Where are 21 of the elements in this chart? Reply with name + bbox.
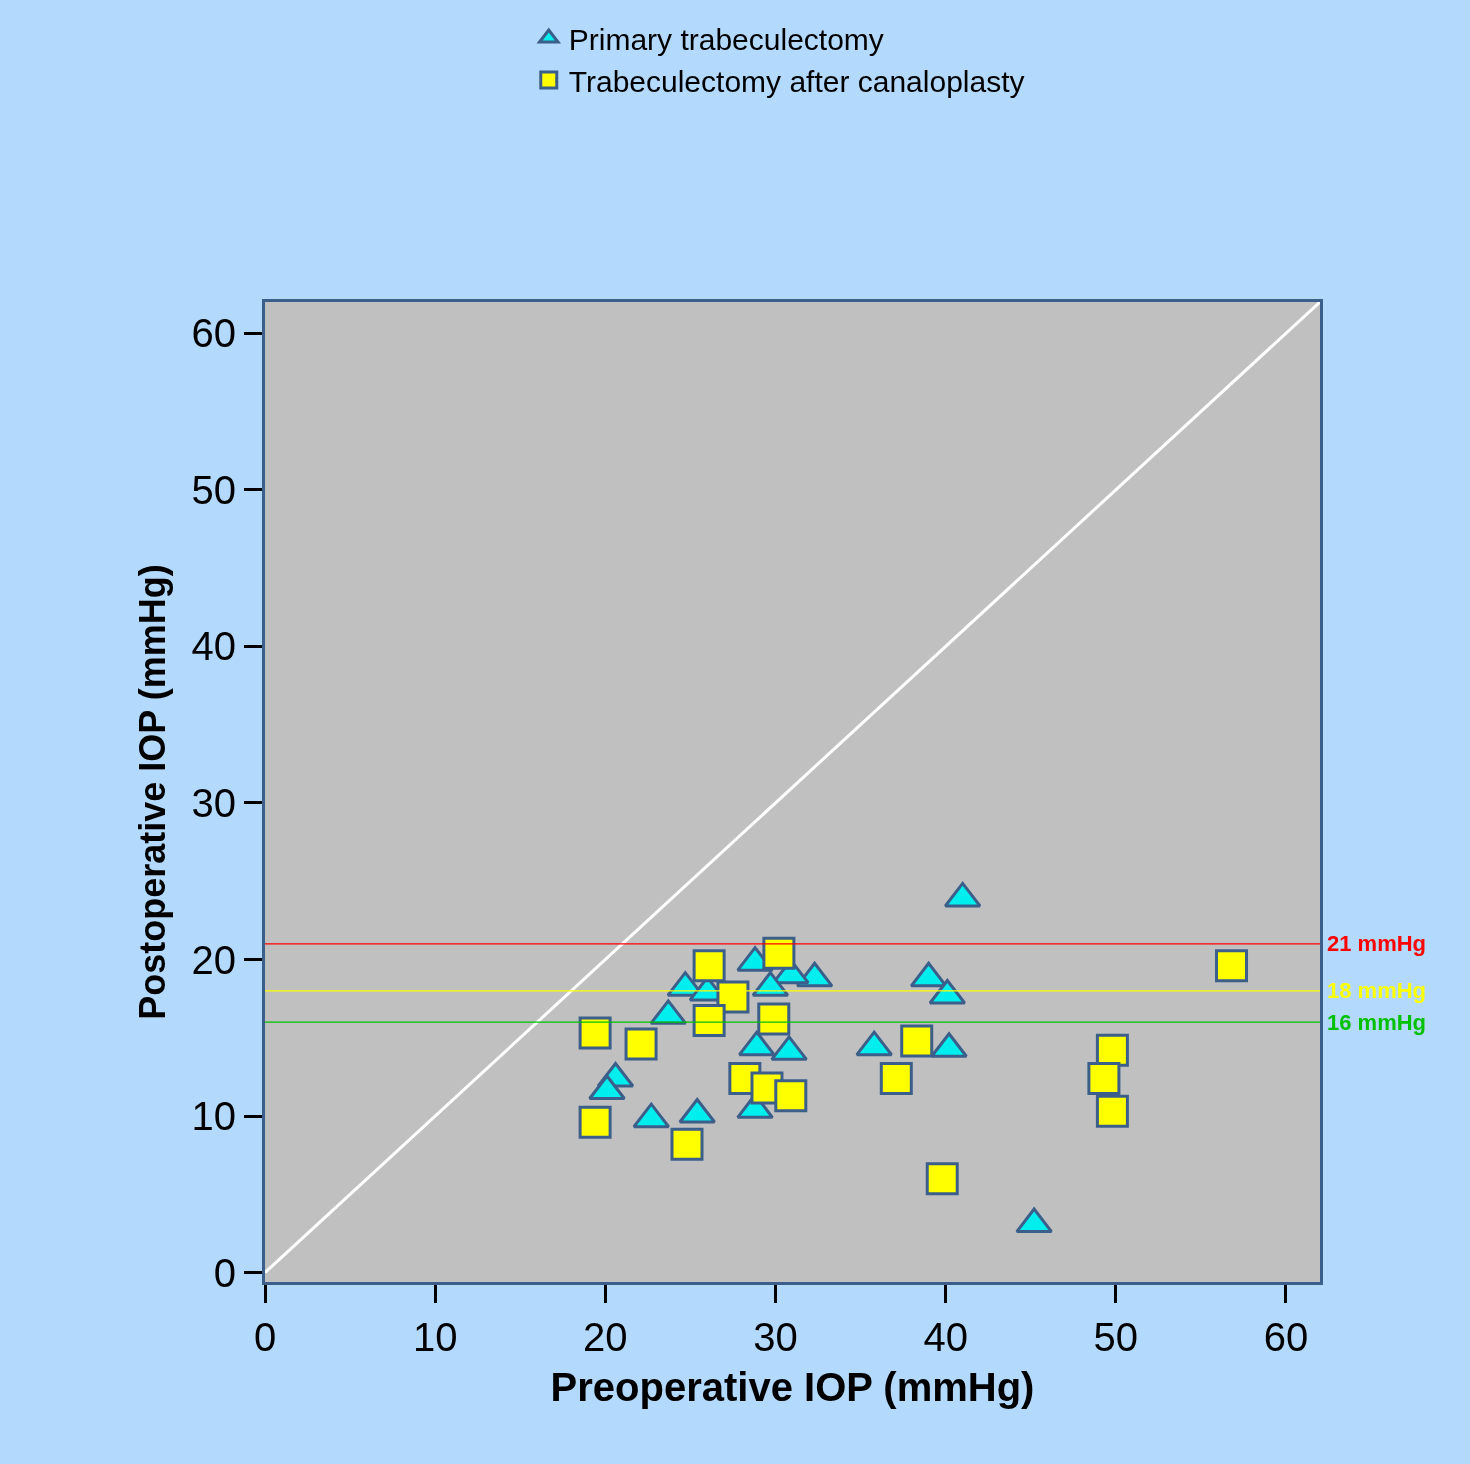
ref-line-label: 21 mmHg — [1327, 931, 1427, 956]
y-tick-label: 40 — [191, 624, 236, 669]
y-tick-label: 0 — [213, 1250, 236, 1295]
x-tick-label: 20 — [583, 1315, 628, 1359]
ref-line-label: 18 mmHg — [1327, 978, 1427, 1003]
x-tick-label: 50 — [1093, 1315, 1139, 1359]
x-tick-label: 10 — [412, 1315, 458, 1359]
y-tick-label: 60 — [191, 311, 236, 356]
x-tick-label: 30 — [753, 1315, 798, 1359]
x-tick-label: 0 — [253, 1315, 277, 1359]
y-tick-label: 50 — [191, 467, 236, 512]
legend-label: Primary trabeculectomy — [568, 22, 884, 56]
x-tick-label: 60 — [1263, 1315, 1309, 1359]
x-tick-label: 40 — [923, 1315, 968, 1359]
y-tick-label: 30 — [191, 780, 236, 825]
ref-line-label: 16 mmHg — [1327, 1010, 1427, 1035]
x-axis-title: Preoperative IOP (mmHg) — [550, 1364, 1035, 1409]
y-axis-title: Postoperative IOP (mmHg) — [132, 564, 174, 1020]
y-tick-label: 10 — [191, 1094, 236, 1139]
legend-label: Trabeculectomy after canaloplasty — [568, 64, 1025, 98]
y-tick-label: 20 — [191, 937, 236, 982]
